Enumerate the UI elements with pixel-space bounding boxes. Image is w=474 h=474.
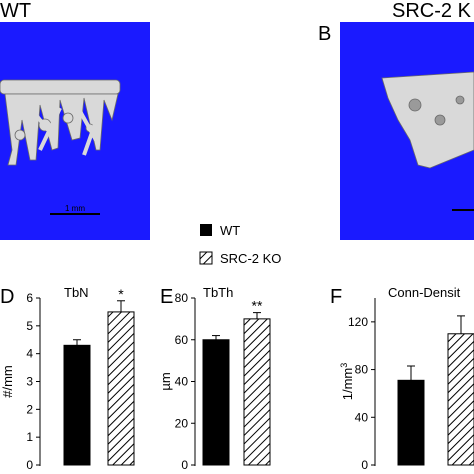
bar-ko <box>447 333 474 466</box>
bone-structure-ko <box>381 71 474 169</box>
y-tick-label: 1 <box>26 430 33 444</box>
y-tick-label: 0 <box>26 458 33 472</box>
y-tick-label: 40 <box>175 375 189 389</box>
chart-title: TbTh <box>203 285 233 300</box>
y-axis-label: #/mm <box>0 365 15 398</box>
bar-charts: D TbN 0 1 2 3 4 5 6 #/mm * E TbTh 0 20 40 60 80 µm ** F Conn-… <box>0 285 474 472</box>
bar-wt <box>63 344 91 466</box>
y-axis-label-superscript: 3 <box>339 363 349 368</box>
y-tick-label: 6 <box>26 291 33 305</box>
y-tick-label: 40 <box>355 410 369 424</box>
panel-letter: F <box>330 286 342 308</box>
chart-d: D TbN 0 1 2 3 4 5 6 #/mm * <box>0 285 135 472</box>
y-tick-label: 80 <box>175 291 189 305</box>
legend-swatch-wt <box>200 224 212 236</box>
y-tick-label: 0 <box>361 458 368 472</box>
panel-a: WT 1 mm <box>0 0 150 240</box>
y-axis-label: 1/mm3 <box>339 363 355 401</box>
y-tick-label: 20 <box>175 416 189 430</box>
y-tick-label: 3 <box>26 375 33 389</box>
y-tick-label: 2 <box>26 402 33 416</box>
panel-letter: E <box>160 286 173 308</box>
legend-swatch-ko <box>199 251 213 265</box>
y-tick-label: 0 <box>181 458 188 472</box>
panel-b-label: SRC-2 K <box>392 0 472 22</box>
scale-bar-label: 1 mm <box>65 204 85 213</box>
chart-f: F Conn-Densit 0 40 80 120 1/mm3 <box>330 285 474 472</box>
legend-label-wt: WT <box>220 223 240 238</box>
panel-letter: D <box>0 286 14 308</box>
chart-title: TbN <box>64 285 89 300</box>
panel-b: B SRC-2 K <box>318 0 474 240</box>
legend-label-ko: SRC-2 KO <box>220 251 281 266</box>
bar-wt <box>202 339 230 466</box>
bar-wt <box>397 379 425 466</box>
bar-ko <box>243 318 271 466</box>
y-tick-label: 5 <box>26 319 33 333</box>
panel-a-label: WT <box>0 0 31 22</box>
significance-marker: ** <box>252 298 263 314</box>
chart-title: Conn-Densit <box>388 285 461 300</box>
significance-marker: * <box>118 286 124 302</box>
panel-b-letter: B <box>318 23 331 45</box>
bar-ko <box>107 311 135 466</box>
bone-structure-wt <box>0 79 121 166</box>
y-axis-label: µm <box>158 372 173 390</box>
legend: WT SRC-2 KO <box>199 223 281 266</box>
chart-e: E TbTh 0 20 40 60 80 µm ** <box>158 285 271 472</box>
y-tick-label: 60 <box>175 333 189 347</box>
y-tick-label: 4 <box>26 347 33 361</box>
y-tick-label: 120 <box>348 315 368 329</box>
y-tick-label: 80 <box>355 363 369 377</box>
